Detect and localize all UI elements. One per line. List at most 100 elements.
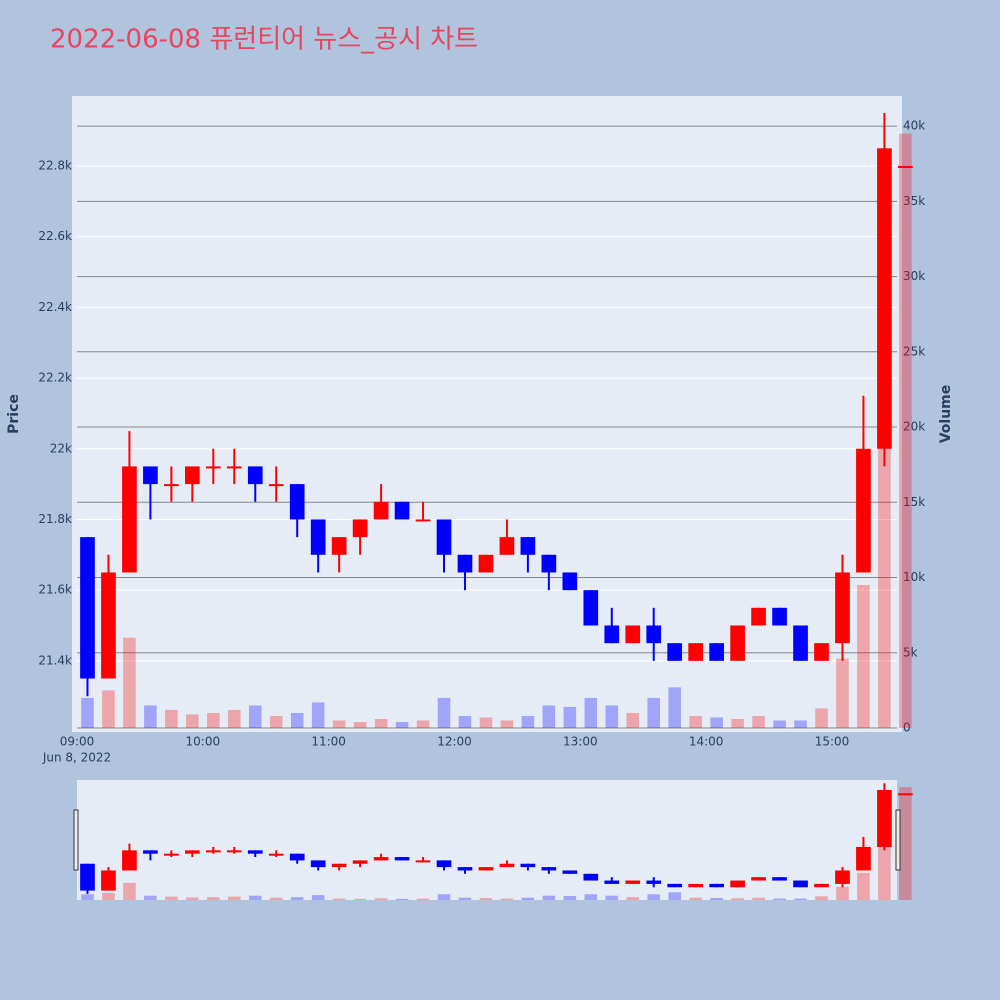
slider-volume-bar	[521, 897, 535, 900]
slider-candle-body	[143, 850, 158, 854]
slider-candle-body	[101, 870, 116, 891]
slider-volume-bar	[668, 892, 681, 900]
y-tick-label: 22.4k	[38, 300, 72, 314]
slider-handle[interactable]	[895, 809, 901, 871]
slider-volume-bar	[311, 895, 325, 900]
volume-bar	[710, 717, 723, 728]
volume-bar	[731, 718, 744, 728]
candle-body	[667, 643, 683, 661]
volume-bar	[458, 715, 472, 728]
y2-tick-label: 30k	[903, 269, 925, 283]
candle-body	[310, 519, 326, 555]
candle-body	[625, 625, 641, 644]
volume-bar	[836, 658, 849, 728]
y-tick-label: 21.6k	[38, 583, 72, 597]
candle-body	[562, 572, 578, 591]
slider-candle-body	[122, 850, 137, 871]
volume-bar	[311, 702, 325, 728]
slider-candle-body	[814, 883, 829, 888]
candle-body	[814, 643, 829, 661]
x-tick-label: 14:00	[689, 735, 724, 749]
candle-body	[478, 554, 494, 573]
y2-tick-label: 35k	[903, 194, 925, 208]
candle-body	[856, 448, 871, 573]
candle-body	[268, 484, 284, 487]
slider-candle-body	[310, 860, 326, 868]
slider-candle-body	[520, 863, 536, 868]
candle-body	[373, 501, 389, 520]
y2-tick-label: 0	[903, 721, 911, 735]
y-tick-label: 22.6k	[38, 229, 72, 243]
volume-bar	[395, 721, 409, 728]
candle-body	[394, 501, 410, 520]
slider-candle-body	[667, 883, 683, 888]
volume-bar	[794, 720, 807, 728]
slider-volume-bar	[899, 787, 912, 900]
range-slider[interactable]	[77, 780, 897, 900]
slider-volume-bar	[165, 896, 178, 900]
slider-volume-bar	[794, 898, 807, 900]
slider-volume-bar	[731, 898, 744, 900]
volume-bar	[689, 715, 702, 728]
candle-body	[205, 466, 221, 469]
y2-tick-label: 10k	[903, 570, 925, 584]
volume-bar	[374, 718, 388, 728]
volume-bar	[290, 712, 304, 728]
candle-body	[143, 466, 158, 485]
volume-bar	[563, 706, 577, 728]
slider-handle[interactable]	[73, 809, 79, 871]
volume-bar	[521, 715, 535, 728]
slider-candle-body	[80, 863, 95, 891]
slider-volume-bar	[647, 894, 661, 900]
candle-body	[772, 607, 787, 626]
volume-bar	[605, 705, 619, 728]
slider-volume-bar	[102, 892, 115, 900]
volume-bar	[248, 705, 262, 728]
volume-bar	[353, 721, 367, 728]
volume-bar	[773, 720, 786, 728]
y-tick-label: 22.2k	[38, 371, 72, 385]
y2-axis-title: Volume	[938, 385, 954, 444]
candle-body	[751, 607, 766, 626]
volume-bar	[584, 697, 598, 728]
slider-candle-body	[793, 880, 808, 888]
candle-body	[101, 572, 116, 679]
candle-body	[730, 625, 745, 661]
y2-tick-label: 25k	[903, 344, 925, 358]
x-date-label: Jun 8, 2022	[42, 751, 111, 765]
slider-volume-bar	[374, 898, 388, 900]
x-tick-label: 12:00	[437, 735, 472, 749]
slider-volume-bar	[836, 886, 849, 900]
slider-volume-bar	[437, 894, 451, 900]
slider-candle-body	[478, 867, 494, 871]
candle-body	[415, 519, 431, 522]
slider-candle-body	[499, 863, 515, 868]
volume-bar	[186, 714, 199, 728]
x-tick-label: 10:00	[186, 735, 221, 749]
slider-candle-body	[751, 877, 766, 881]
y2-tick-label: 20k	[903, 420, 925, 434]
candle-body	[331, 537, 347, 555]
slider-volume-bar	[626, 897, 640, 900]
volume-bar	[500, 720, 514, 728]
slider-volume-bar	[563, 896, 577, 900]
slider-volume-bar	[207, 897, 220, 900]
slider-volume-bar	[458, 897, 472, 900]
candle-body	[688, 643, 704, 661]
slider-volume-bar	[248, 895, 262, 900]
y2-tick-label: 15k	[903, 495, 925, 509]
slider-volume-bar	[689, 897, 702, 900]
y-tick-label: 22k	[50, 441, 72, 455]
candle-body	[289, 484, 305, 520]
volume-bar	[227, 709, 241, 728]
volume-bar	[857, 585, 870, 728]
candle-body	[877, 148, 892, 449]
slider-candle-body	[289, 853, 305, 861]
slider-candle-body	[373, 857, 389, 861]
candle-body	[457, 554, 473, 573]
slider-volume-bar	[815, 896, 828, 900]
slider-volume-bar	[416, 898, 430, 900]
candle-body	[247, 466, 263, 485]
y-tick-label: 21.8k	[38, 512, 72, 526]
